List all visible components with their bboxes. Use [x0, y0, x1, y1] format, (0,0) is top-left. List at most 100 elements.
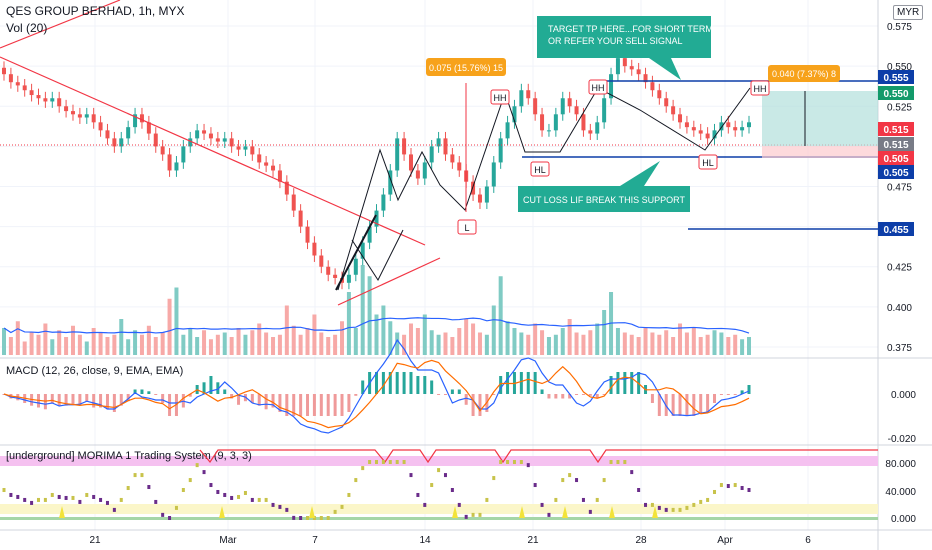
user-drawings[interactable]: 0.075 (15.76%) 15 0.040 (7.37%) 8 HH HH HH HL…	[0, 0, 878, 306]
volume-bar	[8, 337, 13, 355]
morima-point	[92, 494, 96, 499]
volume-bar	[747, 337, 751, 355]
macd-histogram-bar	[188, 394, 192, 397]
candle-body	[422, 162, 427, 179]
morima-point	[595, 497, 599, 502]
morima-point	[85, 492, 89, 497]
y-tick-label: 0.525	[887, 102, 912, 113]
volume-bar	[146, 325, 151, 355]
morima-signal-marker	[59, 506, 65, 518]
price-label-text: 0.505	[883, 154, 908, 165]
candle-body	[402, 138, 407, 155]
morima-point	[657, 505, 661, 510]
callouts[interactable]: TARGET TP HERE...FOR SHORT TERM OR REFER …	[518, 16, 713, 212]
price-labels: 0.555 0.550 0.515 0.515 0.505 0.505 0.455	[878, 70, 914, 236]
morima-point	[257, 497, 261, 502]
candle-body	[208, 133, 213, 139]
volume-bar	[443, 332, 448, 355]
macd-histogram-bar	[202, 382, 206, 394]
macd-histogram-bar	[140, 389, 144, 394]
macd-histogram-bar	[223, 389, 227, 394]
candle-body	[119, 138, 124, 147]
volume-bar	[284, 305, 289, 355]
morima-point	[506, 460, 510, 464]
candle-body	[740, 127, 745, 131]
macd-histogram-bar	[340, 394, 344, 416]
candle-body	[36, 95, 41, 99]
currency-badge[interactable]: MYR	[893, 5, 924, 20]
volume-bar	[353, 328, 358, 355]
macd-histogram-bar	[623, 372, 627, 394]
candle-body	[284, 181, 289, 195]
macd-histogram-bar	[319, 394, 323, 416]
candle-body	[712, 130, 717, 139]
macd-histogram-bar	[312, 394, 316, 416]
morima-point	[471, 512, 475, 517]
candle-body	[705, 133, 710, 139]
volume-bar	[174, 287, 179, 355]
morima-point	[664, 507, 668, 512]
candle-body	[436, 138, 441, 147]
candle-body	[70, 111, 75, 115]
volume-bar	[70, 325, 75, 355]
morima-point	[237, 494, 241, 499]
macd-histogram-bar	[133, 389, 137, 394]
pivot-box	[750, 80, 770, 96]
morima-point	[326, 516, 330, 520]
morima-point	[492, 476, 496, 481]
volume-bar	[664, 330, 669, 355]
morima-point	[650, 502, 654, 507]
macd-histogram-bar	[161, 394, 165, 403]
volume-bar	[50, 339, 55, 355]
volume-bar	[257, 323, 262, 355]
macd-histogram-bar	[575, 394, 579, 395]
morima-signal-marker	[219, 506, 225, 518]
macd-histogram-bar	[105, 394, 109, 410]
volume-bar	[491, 305, 496, 355]
morima-point	[740, 486, 744, 491]
volume-bar	[498, 276, 503, 355]
volume-bar	[326, 337, 331, 355]
morima-point	[126, 486, 130, 491]
volume-bar	[181, 334, 186, 355]
candle-body	[139, 114, 144, 123]
macd-histogram-bar	[533, 372, 537, 394]
measure-label-2: 0.040 (7.37%) 8	[772, 69, 836, 79]
candle-body	[540, 114, 545, 131]
candle-body	[98, 122, 103, 131]
volume-bar	[98, 332, 103, 355]
macd-histogram-bar	[457, 389, 461, 394]
candle-body	[588, 130, 593, 134]
volume-bar	[395, 332, 400, 355]
macd-histogram-bar	[547, 394, 551, 399]
macd-histogram-bar	[540, 389, 544, 394]
volume-bar	[84, 341, 89, 355]
morima-point	[230, 495, 234, 500]
volume-bar	[333, 334, 338, 355]
volume-bar	[705, 334, 710, 355]
y-tick-label: 0.575	[887, 22, 912, 33]
morima-signal-marker	[309, 506, 315, 518]
macd-histogram-bar	[650, 394, 654, 403]
morima-point	[285, 507, 289, 512]
volume-bar	[615, 328, 620, 355]
morima-point	[464, 514, 468, 519]
macd-histogram-bar	[581, 394, 585, 395]
macd-histogram-bar	[237, 394, 241, 405]
candle-body	[8, 74, 13, 83]
candle-body	[567, 98, 572, 107]
volume-bar	[222, 332, 227, 355]
macd-histogram-bar	[250, 394, 254, 403]
price-label-text: 0.555	[883, 73, 908, 84]
volume-bar	[519, 332, 524, 355]
volume-bar	[726, 337, 731, 355]
macd-histogram-bar	[216, 382, 220, 394]
volume-bar	[643, 328, 648, 355]
trendline-up-left	[0, 0, 121, 49]
volume-bar	[153, 337, 158, 355]
macd-histogram-bar	[361, 380, 365, 394]
price-label-text: 0.515	[883, 140, 908, 151]
macd-histogram-bar	[99, 394, 103, 408]
morima-signal-marker	[609, 506, 615, 518]
